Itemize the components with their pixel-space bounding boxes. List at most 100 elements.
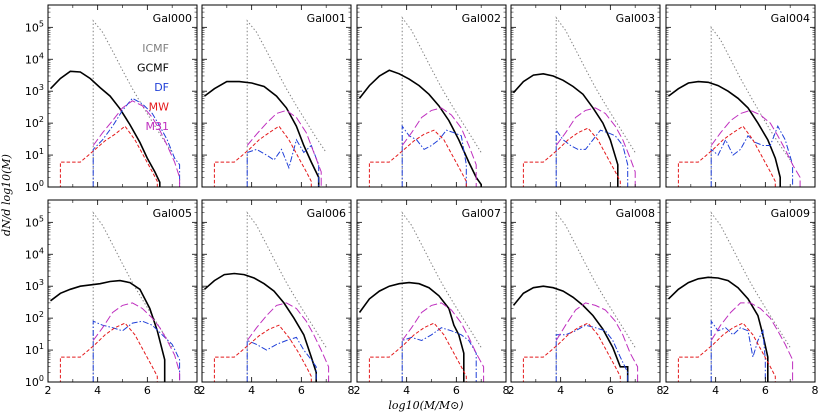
Gal005-MW-series — [53, 322, 158, 382]
x-tick-label: 6 — [607, 384, 614, 397]
Gal007-MW-series — [362, 322, 467, 382]
Gal008-GCMF-series — [512, 285, 629, 382]
x-tick-label: 8 — [657, 384, 664, 397]
panel-Gal008: 2 4 6 8 Gal008 — [508, 199, 664, 397]
panel-frame — [665, 4, 816, 188]
y-tick-label: 101 — [25, 147, 44, 162]
Gal001-ICMF-series — [246, 19, 327, 187]
x-tick-label: 2 — [508, 384, 515, 397]
y-tick-label: 100 — [25, 374, 44, 389]
legend-entry-df: DF — [154, 81, 169, 94]
x-tick-label: 4 — [94, 384, 101, 397]
Gal004-ICMF-series — [710, 25, 791, 187]
x-tick-label: 2 — [663, 384, 670, 397]
Gal003-M31-series — [555, 107, 636, 187]
Gal002-GCMF-series — [358, 69, 483, 187]
panel-frame — [47, 4, 198, 188]
Gal006-MW-series — [207, 324, 312, 382]
Gal005-M31-series — [92, 302, 181, 382]
Gal005-GCMF-series — [50, 279, 166, 382]
panel-title: Gal004 — [771, 12, 810, 25]
Gal000-ICMF-series — [92, 19, 173, 187]
panel-Gal004: Gal004 — [665, 4, 816, 188]
panel-Gal001: Gal001 — [201, 4, 352, 188]
Gal002-MW-series — [362, 129, 467, 187]
panel-title: Gal000 — [153, 12, 192, 25]
Gal004-DF-series — [710, 125, 794, 187]
Gal006-GCMF-series — [203, 272, 318, 382]
x-tick-label: 8 — [194, 384, 201, 397]
x-tick-label: 6 — [298, 384, 305, 397]
Gal000-MW-series — [53, 125, 158, 187]
Gal008-M31-series — [555, 302, 639, 382]
Gal003-DF-series — [555, 128, 629, 187]
panel-frame — [201, 199, 352, 383]
y-tick-label: 100 — [25, 179, 44, 194]
Gal000-M31-series — [92, 100, 181, 187]
y-axis-title: dN/d log10(M) — [0, 154, 13, 236]
Gal002-DF-series — [401, 124, 467, 187]
panel-title: Gal005 — [153, 207, 192, 220]
Gal004-GCMF-series — [668, 80, 782, 187]
legend: ICMF GCMF DF MW M31 — [137, 42, 169, 133]
panel-title: Gal002 — [462, 12, 501, 25]
Gal004-MW-series — [671, 125, 776, 187]
panel-Gal002: Gal002 — [356, 4, 507, 188]
Gal001-MW-series — [207, 125, 312, 187]
x-tick-label: 6 — [144, 384, 151, 397]
Gal000-GCMF-series — [49, 70, 161, 187]
Gal003-ICMF-series — [555, 16, 636, 187]
Gal002-M31-series — [401, 107, 477, 187]
x-tick-label: 6 — [762, 384, 769, 397]
x-axis-title: log10(M/M⊙) — [388, 399, 463, 412]
panel-frame — [510, 4, 661, 188]
Gal007-ICMF-series — [401, 211, 482, 382]
Gal004-M31-series — [710, 109, 801, 187]
panel-title: Gal007 — [462, 207, 501, 220]
y-tick-label: 102 — [25, 115, 44, 130]
panel-Gal007: 2 4 6 8 Gal007 — [354, 199, 510, 397]
legend-entry-icmf: ICMF — [142, 42, 169, 55]
x-tick-label: 6 — [453, 384, 460, 397]
panel-Gal005: 2 4 6 8 100 101 102 103 104 105 Gal005 — [25, 199, 201, 397]
Gal003-MW-series — [516, 127, 621, 187]
y-tick-label: 103 — [25, 278, 44, 293]
Gal001-GCMF-series — [204, 80, 320, 187]
legend-entry-m31: M31 — [146, 120, 170, 133]
Gal006-DF-series — [246, 336, 317, 382]
x-tick-label: 4 — [403, 384, 410, 397]
panel-Gal006: 2 4 6 8 Gal006 — [199, 199, 355, 397]
x-tick-label: 4 — [557, 384, 564, 397]
Gal009-MW-series — [671, 322, 776, 382]
y-tick-label: 101 — [25, 342, 44, 357]
x-tick-label: 8 — [812, 384, 819, 397]
Gal009-ICMF-series — [710, 211, 791, 382]
y-tick-label: 104 — [25, 51, 44, 66]
panel-title: Gal006 — [307, 207, 346, 220]
panel-Gal003: Gal003 — [510, 4, 661, 188]
Gal007-M31-series — [401, 302, 485, 382]
x-tick-label: 4 — [248, 384, 255, 397]
legend-entry-mw: MW — [149, 101, 169, 114]
Gal002-ICMF-series — [401, 16, 482, 187]
Gal001-DF-series — [246, 138, 320, 187]
y-tick-label: 105 — [25, 19, 44, 34]
x-tick-label: 8 — [503, 384, 510, 397]
x-tick-label: 2 — [199, 384, 206, 397]
Gal009-DF-series — [710, 319, 766, 382]
x-tick-label: 2 — [45, 384, 52, 397]
Gal005-DF-series — [92, 320, 181, 382]
y-tick-label: 103 — [25, 83, 44, 98]
Gal006-ICMF-series — [246, 211, 327, 382]
panel-title: Gal008 — [616, 207, 655, 220]
Gal009-M31-series — [710, 302, 794, 382]
Gal007-DF-series — [401, 327, 477, 382]
y-tick-label: 104 — [25, 246, 44, 261]
legend-entry-gcmf: GCMF — [137, 62, 169, 75]
Gal005-ICMF-series — [92, 211, 173, 382]
x-tick-label: 8 — [348, 384, 355, 397]
y-tick-label: 102 — [25, 310, 44, 325]
Gal008-MW-series — [516, 322, 621, 382]
Gal000-DF-series — [92, 97, 181, 187]
